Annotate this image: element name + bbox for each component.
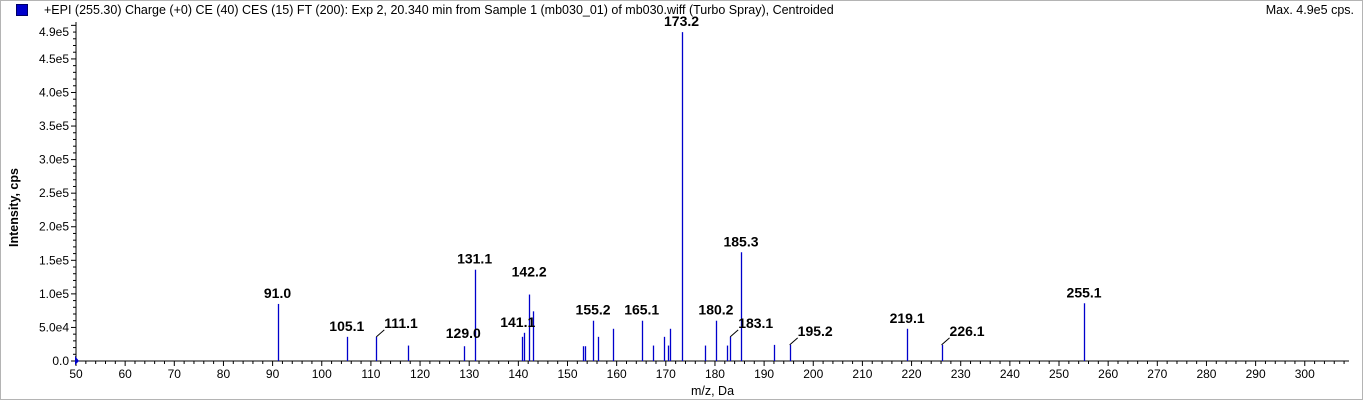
- x-axis-title: m/z, Da: [691, 384, 734, 398]
- series-legend-swatch[interactable]: [16, 4, 28, 16]
- x-tick-label: 230: [951, 367, 971, 381]
- y-tick-label: 5.0e4: [39, 320, 69, 334]
- peak-label: 111.1: [384, 315, 418, 331]
- axes: 50 60 70 80 90 100 110 120 130 140 150 160 170 180 190…: [39, 22, 1349, 381]
- peak-label: 129.0: [446, 325, 481, 341]
- max-intensity-label: Max. 4.9e5 cps.: [1265, 3, 1354, 17]
- peak-label: 105.1: [329, 318, 364, 334]
- label-leader-line: [941, 337, 950, 346]
- x-tick-label: 70: [168, 367, 182, 381]
- peak-label: 155.2: [576, 302, 611, 318]
- y-tick-label: 1.0e5: [39, 287, 69, 301]
- x-tick-label: 290: [1246, 367, 1266, 381]
- peak-label: 141.1: [500, 314, 535, 330]
- y-tick-label: 3.0e5: [39, 153, 69, 167]
- peak-labels: 91.0 105.1 111.1 129.0 131.1 141.1 142.2 155.2 1…: [264, 13, 1102, 346]
- x-tick-label: 140: [508, 367, 528, 381]
- y-axis-title: Intensity, cps: [7, 168, 21, 247]
- peak-label: 255.1: [1067, 284, 1102, 300]
- origin-marker: [75, 356, 79, 365]
- x-tick-label: 150: [557, 367, 577, 381]
- peak-label: 183.1: [738, 315, 773, 331]
- x-tick-label: 220: [902, 367, 922, 381]
- spectrum-title: +EPI (255.30) Charge (+0) CE (40) CES (1…: [44, 3, 834, 17]
- peak-label: 195.2: [798, 323, 833, 339]
- x-tick-label: 130: [459, 367, 479, 381]
- peaks: [277, 32, 1086, 361]
- x-tick-label: 280: [1196, 367, 1216, 381]
- x-tick-label: 100: [312, 367, 332, 381]
- x-tick-label: 250: [1049, 367, 1069, 381]
- x-tick-label: 160: [607, 367, 627, 381]
- y-tick-label: 0.0: [52, 354, 69, 368]
- y-tick-label: 1.5e5: [39, 253, 69, 267]
- peak-label: 219.1: [890, 310, 925, 326]
- x-tick-label: 80: [217, 367, 231, 381]
- y-tick-label: 2.0e5: [39, 220, 69, 234]
- x-tick-label: 110: [361, 367, 380, 381]
- y-tick-label: 4.5e5: [39, 52, 69, 66]
- x-tick-label: 180: [705, 367, 725, 381]
- x-tick-label: 170: [656, 367, 676, 381]
- peak-label: 142.2: [512, 264, 547, 280]
- y-tick-label: 4.9e5: [39, 25, 69, 39]
- x-tick-label: 190: [754, 367, 774, 381]
- x-tick-label: 260: [1098, 367, 1118, 381]
- peak-label: 185.3: [723, 233, 758, 249]
- peak-label: 165.1: [624, 302, 659, 318]
- x-tick-label: 210: [852, 367, 872, 381]
- label-leader-line: [729, 329, 739, 338]
- peak-label: 180.2: [698, 302, 733, 318]
- x-tick-label: 200: [803, 367, 823, 381]
- peak-label: 91.0: [264, 285, 291, 301]
- y-tick-label: 4.0e5: [39, 85, 69, 99]
- chart-header: +EPI (255.30) Charge (+0) CE (40) CES (1…: [0, 0, 1363, 22]
- x-tick-label: 120: [410, 367, 430, 381]
- peak-label: 131.1: [457, 251, 492, 267]
- x-tick-label: 240: [1000, 367, 1020, 381]
- x-tick-label: 90: [266, 367, 280, 381]
- y-tick-label: 3.5e5: [39, 119, 69, 133]
- x-tick-label: 300: [1295, 367, 1315, 381]
- x-tick-label: 50: [69, 367, 83, 381]
- label-leader-line: [375, 329, 385, 338]
- y-tick-label: 2.5e5: [39, 186, 69, 200]
- x-tick-label: 60: [118, 367, 132, 381]
- label-leader-line: [789, 337, 798, 346]
- x-tick-label: 270: [1147, 367, 1167, 381]
- peak-label: 173.2: [664, 13, 699, 29]
- peak-label: 226.1: [950, 323, 985, 339]
